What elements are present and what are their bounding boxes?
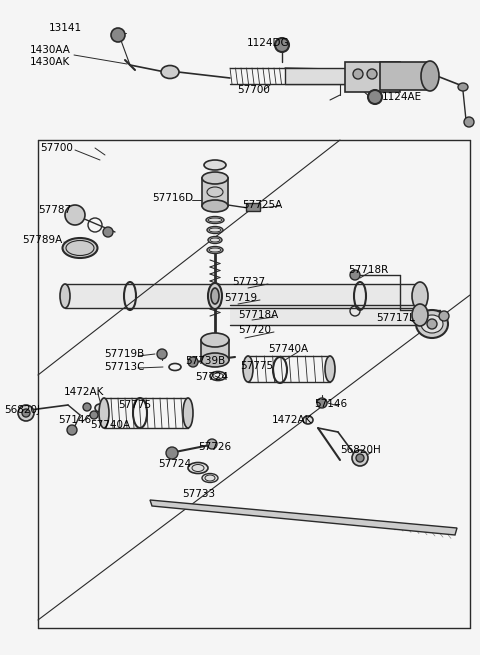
Text: 1124DG: 1124DG (247, 38, 289, 48)
Text: 57733: 57733 (182, 489, 215, 499)
Circle shape (353, 69, 363, 79)
Text: 56820H: 56820H (340, 445, 381, 455)
Circle shape (368, 90, 382, 104)
Circle shape (90, 411, 98, 419)
Text: 57789A: 57789A (22, 235, 62, 245)
Circle shape (67, 425, 77, 435)
Ellipse shape (161, 66, 179, 79)
Ellipse shape (412, 304, 428, 326)
Ellipse shape (208, 283, 222, 309)
Text: 13141: 13141 (49, 23, 82, 33)
Bar (345, 62, 400, 92)
Text: 57740A: 57740A (268, 344, 308, 354)
Circle shape (439, 311, 449, 321)
Text: 57775: 57775 (240, 361, 273, 371)
Ellipse shape (95, 404, 105, 412)
Text: 57718A: 57718A (238, 310, 278, 320)
Text: 1430AA: 1430AA (30, 45, 71, 55)
Circle shape (356, 454, 364, 462)
Ellipse shape (303, 416, 313, 424)
Bar (65, 284, 420, 308)
Circle shape (275, 38, 289, 52)
Ellipse shape (206, 217, 224, 223)
Ellipse shape (188, 462, 208, 474)
Bar (380, 62, 430, 90)
Ellipse shape (201, 333, 229, 347)
Text: 57146: 57146 (314, 399, 347, 409)
Circle shape (207, 439, 217, 449)
Bar (202, 178, 228, 206)
Ellipse shape (207, 227, 223, 233)
Circle shape (157, 349, 167, 359)
Circle shape (317, 398, 327, 408)
Text: 57737: 57737 (232, 277, 265, 287)
Text: 1472AK: 1472AK (64, 387, 104, 397)
Ellipse shape (208, 236, 222, 244)
Circle shape (350, 270, 360, 280)
Ellipse shape (60, 284, 70, 308)
Circle shape (83, 403, 91, 411)
Circle shape (18, 405, 34, 421)
Text: 57716D: 57716D (152, 193, 193, 203)
Text: 57724: 57724 (158, 459, 191, 469)
Circle shape (188, 357, 198, 367)
Text: 57700: 57700 (40, 143, 73, 153)
Bar (201, 340, 229, 360)
Text: 1472AK: 1472AK (272, 415, 312, 425)
Text: 57787: 57787 (38, 205, 71, 215)
Ellipse shape (416, 310, 448, 338)
Circle shape (166, 447, 178, 459)
Text: 57146: 57146 (58, 415, 91, 425)
Text: 57739B: 57739B (185, 356, 225, 366)
Circle shape (22, 409, 30, 417)
Text: 57713C: 57713C (104, 362, 144, 372)
Bar (285, 68, 380, 84)
Text: 57718R: 57718R (348, 265, 388, 275)
Ellipse shape (412, 282, 428, 310)
Text: 1124AE: 1124AE (382, 92, 422, 102)
Text: 57719B: 57719B (104, 349, 144, 359)
Text: 57700: 57700 (237, 85, 270, 95)
Ellipse shape (62, 238, 97, 258)
Text: 57720: 57720 (238, 325, 271, 335)
Circle shape (367, 69, 377, 79)
Ellipse shape (325, 356, 335, 382)
Polygon shape (150, 500, 457, 535)
Circle shape (427, 319, 437, 329)
Ellipse shape (204, 160, 226, 170)
Text: 1430AK: 1430AK (30, 57, 70, 67)
Text: 57724: 57724 (195, 372, 228, 382)
Ellipse shape (421, 315, 443, 333)
Circle shape (103, 227, 113, 237)
Circle shape (111, 28, 125, 42)
Ellipse shape (207, 246, 223, 253)
Circle shape (464, 117, 474, 127)
Ellipse shape (202, 200, 228, 212)
Ellipse shape (243, 356, 253, 382)
Ellipse shape (99, 398, 109, 428)
Bar (246, 203, 260, 211)
Text: 57725A: 57725A (242, 200, 282, 210)
Text: 57740A: 57740A (90, 420, 130, 430)
Text: 57717L: 57717L (376, 313, 415, 323)
Circle shape (65, 205, 85, 225)
Text: 57719: 57719 (224, 293, 257, 303)
Ellipse shape (458, 83, 468, 91)
Ellipse shape (201, 353, 229, 367)
Circle shape (352, 450, 368, 466)
Ellipse shape (211, 288, 219, 304)
Ellipse shape (202, 474, 218, 483)
Ellipse shape (202, 172, 228, 184)
Ellipse shape (421, 61, 439, 91)
Text: 57726: 57726 (198, 442, 231, 452)
Text: 56820J: 56820J (4, 405, 40, 415)
Bar (230, 305, 420, 325)
Ellipse shape (183, 398, 193, 428)
Circle shape (415, 311, 425, 321)
Text: 57775: 57775 (118, 400, 151, 410)
